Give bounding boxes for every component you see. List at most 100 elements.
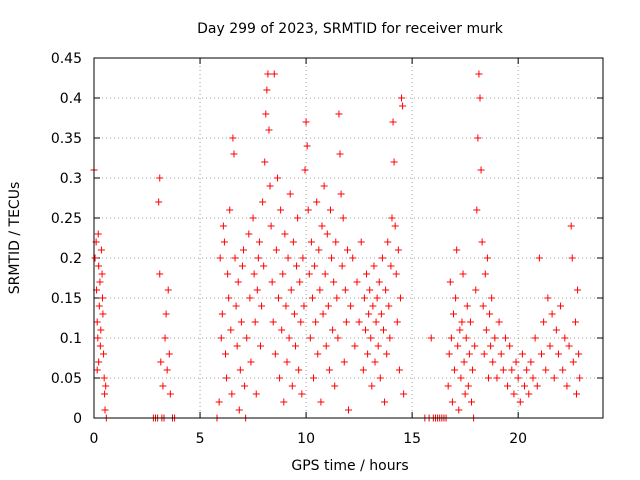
data-point bbox=[301, 166, 309, 174]
data-point bbox=[224, 270, 232, 278]
data-point bbox=[338, 262, 346, 270]
data-point bbox=[285, 334, 293, 342]
data-point bbox=[576, 374, 584, 382]
data-point bbox=[557, 302, 565, 310]
y-tick-label: 0.1 bbox=[60, 331, 82, 347]
data-point bbox=[95, 302, 103, 310]
data-point bbox=[97, 326, 105, 334]
x-tick-label: 20 bbox=[509, 431, 527, 447]
data-point bbox=[279, 270, 287, 278]
data-point bbox=[234, 278, 242, 286]
data-point bbox=[93, 366, 101, 374]
data-point bbox=[372, 318, 380, 326]
data-point bbox=[307, 238, 315, 246]
y-tick-label: 0 bbox=[73, 411, 82, 427]
data-point bbox=[270, 70, 278, 78]
data-point bbox=[351, 342, 359, 350]
data-point bbox=[370, 262, 378, 270]
data-point bbox=[256, 342, 264, 350]
data-point bbox=[385, 302, 393, 310]
data-point bbox=[360, 294, 368, 302]
data-point bbox=[546, 342, 554, 350]
data-point bbox=[548, 310, 556, 318]
data-point bbox=[259, 198, 267, 206]
data-point bbox=[455, 406, 463, 414]
data-point bbox=[480, 350, 488, 358]
data-point bbox=[241, 382, 249, 390]
data-point bbox=[347, 302, 355, 310]
data-point bbox=[378, 254, 386, 262]
data-point bbox=[284, 254, 292, 262]
data-point bbox=[235, 406, 243, 414]
data-point bbox=[565, 342, 573, 350]
data-point bbox=[320, 182, 328, 190]
data-point bbox=[254, 254, 262, 262]
data-point bbox=[227, 326, 235, 334]
plot-frame bbox=[93, 57, 604, 419]
data-point bbox=[323, 230, 331, 238]
data-point bbox=[516, 398, 524, 406]
data-point bbox=[159, 382, 167, 390]
data-point bbox=[233, 342, 241, 350]
data-point bbox=[458, 318, 466, 326]
data-point bbox=[514, 374, 522, 382]
data-point bbox=[333, 294, 341, 302]
data-point bbox=[561, 334, 569, 342]
data-point bbox=[286, 190, 294, 198]
data-point bbox=[316, 286, 324, 294]
data-point bbox=[246, 294, 254, 302]
data-point bbox=[400, 390, 408, 398]
data-point bbox=[473, 206, 481, 214]
data-point bbox=[349, 254, 357, 262]
data-point bbox=[100, 350, 108, 358]
data-point bbox=[468, 398, 476, 406]
data-point bbox=[319, 310, 327, 318]
data-point bbox=[217, 334, 225, 342]
data-point bbox=[252, 390, 260, 398]
data-point bbox=[249, 214, 257, 222]
data-point bbox=[393, 318, 401, 326]
data-point bbox=[299, 254, 307, 262]
data-point bbox=[331, 382, 339, 390]
data-point bbox=[281, 230, 289, 238]
data-point bbox=[479, 302, 487, 310]
data-point bbox=[488, 294, 496, 302]
data-point bbox=[271, 350, 279, 358]
data-point bbox=[156, 270, 164, 278]
data-point bbox=[343, 246, 351, 254]
data-point bbox=[457, 374, 465, 382]
data-point bbox=[101, 390, 109, 398]
data-point bbox=[262, 110, 270, 118]
data-point bbox=[574, 286, 582, 294]
data-point bbox=[273, 174, 281, 182]
data-point bbox=[363, 270, 371, 278]
data-point bbox=[330, 278, 338, 286]
data-point bbox=[506, 342, 514, 350]
y-tick-label: 0.4 bbox=[60, 91, 82, 107]
data-point bbox=[544, 294, 552, 302]
data-point bbox=[339, 214, 347, 222]
data-point bbox=[277, 206, 285, 214]
data-point bbox=[314, 350, 322, 358]
x-axis-title: GPS time / hours bbox=[291, 458, 408, 474]
data-point bbox=[364, 350, 372, 358]
data-point bbox=[481, 270, 489, 278]
data-point bbox=[575, 350, 583, 358]
data-point bbox=[554, 350, 562, 358]
data-point bbox=[336, 150, 344, 158]
data-point bbox=[542, 366, 550, 374]
data-point bbox=[306, 334, 314, 342]
data-point bbox=[251, 318, 259, 326]
data-point bbox=[491, 334, 499, 342]
data-point bbox=[444, 382, 452, 390]
data-point bbox=[166, 390, 174, 398]
data-point bbox=[533, 382, 541, 390]
data-point bbox=[328, 254, 336, 262]
data-point bbox=[398, 94, 406, 102]
data-point bbox=[483, 254, 491, 262]
data-point bbox=[461, 390, 469, 398]
data-point bbox=[552, 326, 560, 334]
data-point bbox=[223, 374, 231, 382]
data-point bbox=[466, 318, 474, 326]
data-point bbox=[267, 222, 275, 230]
